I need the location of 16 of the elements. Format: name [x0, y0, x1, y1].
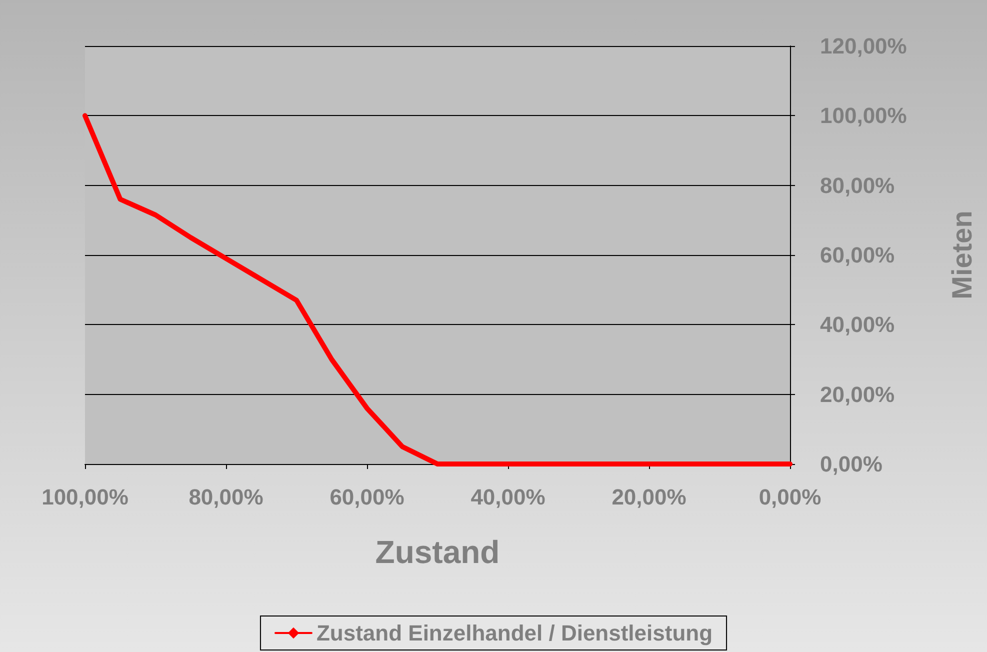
y-tick-label: 40,00%	[820, 312, 895, 338]
y-tick-label: 120,00%	[820, 34, 907, 58]
x-tick-label: 60,00%	[330, 484, 404, 510]
y-tick-label: 60,00%	[820, 242, 895, 268]
x-tick-label: 0,00%	[758, 484, 822, 510]
y-tick-label: 80,00%	[820, 172, 895, 198]
x-tick-label: 20,00%	[612, 484, 686, 510]
legend-label: Zustand Einzelhandel / Dienstleistung	[316, 620, 713, 646]
y-tick-label: 100,00%	[820, 103, 907, 128]
y-tick-label: 20,00%	[820, 382, 895, 407]
y-axis-title: Mieten	[946, 210, 978, 300]
x-tick-label: 80,00%	[188, 484, 264, 510]
x-tick-label: 100,00%	[42, 484, 128, 510]
y-tick-label: 0,00%	[820, 452, 882, 476]
x-axis-title: Zustand	[375, 534, 500, 570]
x-tick-label: 40,00%	[470, 484, 546, 510]
